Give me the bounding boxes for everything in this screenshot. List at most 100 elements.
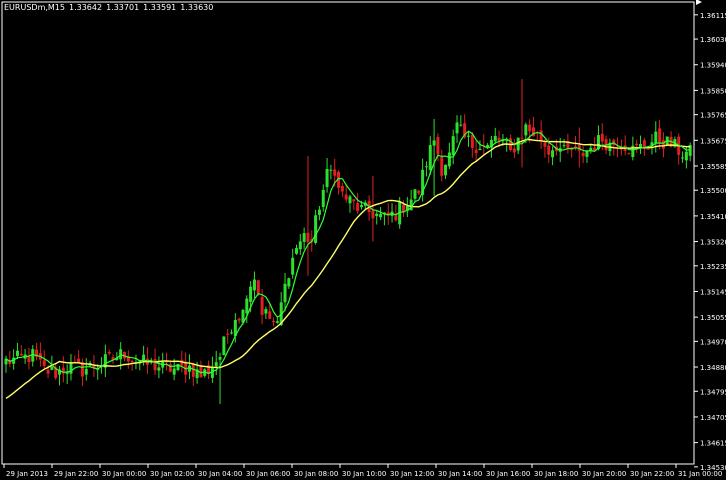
candle-body[interactable] <box>111 357 115 360</box>
candle-body[interactable] <box>440 157 444 176</box>
candle-body[interactable] <box>631 145 635 158</box>
candle-body[interactable] <box>19 353 23 356</box>
candle-body[interactable] <box>375 213 379 217</box>
candle-body[interactable] <box>61 367 65 374</box>
candle-body[interactable] <box>654 131 658 143</box>
candle-body[interactable] <box>42 360 46 366</box>
candle-body[interactable] <box>531 127 535 137</box>
candle-body[interactable] <box>466 135 470 137</box>
candle-body[interactable] <box>593 147 597 151</box>
candle-body[interactable] <box>520 137 524 139</box>
candle-body[interactable] <box>684 151 688 161</box>
candle-body[interactable] <box>80 361 84 377</box>
candle-body[interactable] <box>230 332 234 334</box>
candle-body[interactable] <box>539 130 543 142</box>
candle-body[interactable] <box>241 309 245 323</box>
candle-body[interactable] <box>283 283 287 303</box>
candle-body[interactable] <box>50 366 54 370</box>
candle-body[interactable] <box>46 369 50 374</box>
candle-body[interactable] <box>333 169 337 176</box>
candle-body[interactable] <box>356 203 360 212</box>
candle-body[interactable] <box>291 257 295 275</box>
candle-body[interactable] <box>195 369 199 379</box>
candle-body[interactable] <box>84 368 88 375</box>
candle-body[interactable] <box>505 140 509 142</box>
candle-body[interactable] <box>119 349 123 360</box>
candle-body[interactable] <box>524 124 528 136</box>
candle-body[interactable] <box>543 142 547 147</box>
candle-body[interactable] <box>157 367 161 371</box>
candle-body[interactable] <box>340 186 344 192</box>
candle-body[interactable] <box>497 137 501 141</box>
candle-body[interactable] <box>688 145 692 156</box>
candle-body[interactable] <box>168 364 172 372</box>
candle-body[interactable] <box>264 309 268 314</box>
candle-body[interactable] <box>478 148 482 151</box>
candle-body[interactable] <box>298 241 302 250</box>
candle-body[interactable] <box>413 189 417 199</box>
candle-body[interactable] <box>585 150 589 157</box>
candle-body[interactable] <box>470 134 474 148</box>
candle-body[interactable] <box>187 365 191 372</box>
candle-body[interactable] <box>344 194 348 200</box>
candle-body[interactable] <box>306 232 310 243</box>
candle-body[interactable] <box>658 128 662 144</box>
candle-body[interactable] <box>570 148 574 150</box>
candle-body[interactable] <box>69 362 73 374</box>
candle-body[interactable] <box>180 359 184 366</box>
candle-body[interactable] <box>199 365 203 378</box>
candle-body[interactable] <box>184 361 188 375</box>
candle-body[interactable] <box>447 152 451 167</box>
candle-body[interactable] <box>233 319 237 336</box>
candle-body[interactable] <box>562 145 566 147</box>
candle-body[interactable] <box>436 136 440 155</box>
candle-body[interactable] <box>417 190 421 194</box>
candle-body[interactable] <box>245 298 249 314</box>
candle-body[interactable] <box>214 362 218 367</box>
candle-body[interactable] <box>77 358 81 364</box>
candle-body[interactable] <box>627 153 631 155</box>
candle-body[interactable] <box>638 143 642 148</box>
candle-body[interactable] <box>486 144 490 148</box>
candle-body[interactable] <box>386 212 390 216</box>
candle-body[interactable] <box>256 280 260 295</box>
candle-body[interactable] <box>268 311 272 319</box>
candle-body[interactable] <box>547 145 551 155</box>
candle-body[interactable] <box>203 369 207 376</box>
candle-body[interactable] <box>337 171 341 188</box>
candle-body[interactable] <box>126 355 130 362</box>
candle-body[interactable] <box>589 147 593 152</box>
candle-body[interactable] <box>4 358 8 365</box>
candle-body[interactable] <box>58 369 62 375</box>
candle-body[interactable] <box>27 355 31 363</box>
candle-body[interactable] <box>379 213 383 218</box>
candle-body[interactable] <box>646 148 650 150</box>
candle-body[interactable] <box>528 124 532 132</box>
candle-body[interactable] <box>252 279 256 291</box>
candle-body[interactable] <box>142 354 146 361</box>
candle-body[interactable] <box>359 205 363 208</box>
candle-body[interactable] <box>566 140 570 149</box>
candle-body[interactable] <box>35 349 39 357</box>
candle-body[interactable] <box>15 350 19 356</box>
candle-body[interactable] <box>635 143 639 146</box>
candle-body[interactable] <box>329 169 333 171</box>
candle-body[interactable] <box>421 169 425 195</box>
candle-body[interactable] <box>428 145 432 170</box>
candle-body[interactable] <box>405 206 409 211</box>
candle-body[interactable] <box>115 357 119 361</box>
candle-body[interactable] <box>54 367 58 379</box>
candle-body[interactable] <box>207 365 211 375</box>
candle-body[interactable] <box>287 278 291 287</box>
candle-body[interactable] <box>237 318 241 321</box>
candle-body[interactable] <box>65 372 69 374</box>
candle-body[interactable] <box>279 302 283 326</box>
candle-body[interactable] <box>581 152 585 157</box>
candle-body[interactable] <box>302 233 306 242</box>
candle-body[interactable] <box>463 123 467 138</box>
candle-body[interactable] <box>92 365 96 368</box>
candle-body[interactable] <box>325 169 329 188</box>
candle-body[interactable] <box>489 139 493 148</box>
candle-body[interactable] <box>661 140 665 149</box>
candle-body[interactable] <box>218 357 222 360</box>
